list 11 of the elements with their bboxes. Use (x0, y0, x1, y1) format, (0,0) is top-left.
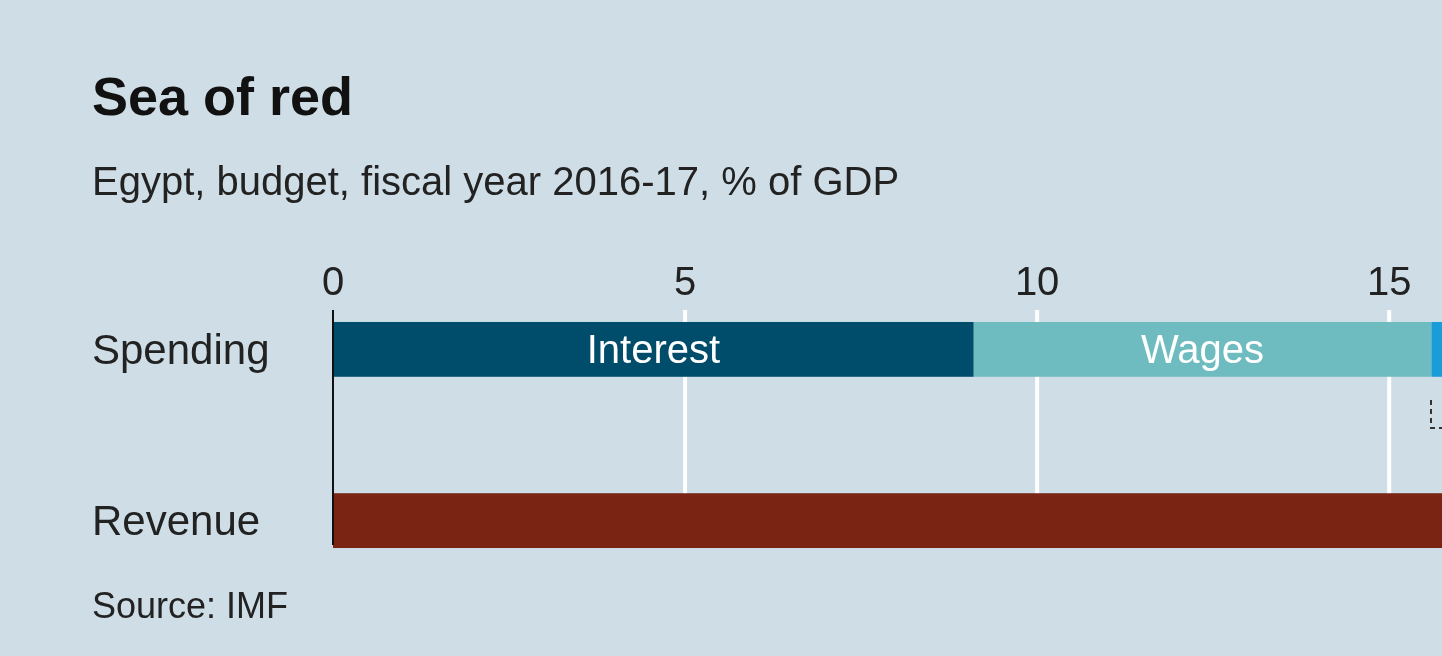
y-tick-label: Revenue (92, 497, 261, 545)
y-tick-label: Spending (92, 326, 270, 374)
source-note: Source: IMF (92, 585, 289, 626)
series-label: Wages (1141, 327, 1265, 372)
series-label: Interest (586, 327, 721, 372)
x-tick-label: 10 (1014, 259, 1060, 303)
chart-title: Sea of red (92, 66, 354, 126)
x-tick-label: 5 (673, 259, 697, 303)
x-tick-label: 15 (1366, 259, 1412, 303)
chart-subtitle: Egypt, budget, fiscal year 2016-17, % of GDP (92, 159, 900, 203)
x-tick-label: 0 (321, 259, 345, 303)
